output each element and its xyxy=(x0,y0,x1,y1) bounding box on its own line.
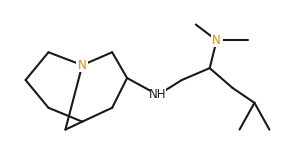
Bar xyxy=(211,33,223,47)
Bar xyxy=(150,88,166,102)
Bar xyxy=(76,58,88,72)
Text: N: N xyxy=(212,34,221,47)
Text: N: N xyxy=(78,59,87,72)
Text: NH: NH xyxy=(149,88,167,101)
